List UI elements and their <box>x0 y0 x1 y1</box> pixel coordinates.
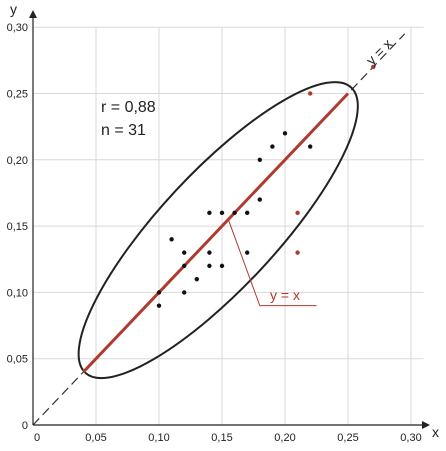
y-tick-label: 0,30 <box>7 22 28 34</box>
x-tick-label: 0,25 <box>337 432 358 444</box>
data-points <box>156 64 376 308</box>
y-tick-label: 0 <box>22 420 28 432</box>
data-point <box>245 250 250 255</box>
data-point <box>207 250 212 255</box>
data-point <box>245 210 250 216</box>
identity-leader-line <box>227 219 317 307</box>
data-point <box>182 250 187 255</box>
data-point <box>219 263 225 269</box>
data-point-outlier <box>308 91 313 96</box>
y-axis-label: y <box>10 1 17 17</box>
data-point <box>207 263 212 269</box>
x-tick-label: 0,15 <box>211 432 232 444</box>
x-axis-label: x <box>432 424 439 440</box>
data-point <box>156 290 162 295</box>
data-point <box>207 210 212 216</box>
x-axis-arrow <box>422 421 430 429</box>
y-axis-arrow <box>29 10 37 18</box>
x-tick-label: 0,20 <box>274 432 295 444</box>
data-point <box>257 157 262 162</box>
data-point <box>156 303 162 308</box>
data-point <box>219 210 225 216</box>
data-point-outlier <box>371 64 376 70</box>
identity-line-label-top: y = x <box>363 36 396 69</box>
data-point <box>182 290 187 295</box>
confidence-ellipse-group <box>77 81 359 380</box>
regression-line-group <box>82 92 350 373</box>
y-tick-label: 0,25 <box>7 89 28 101</box>
y-tick-label: 0,10 <box>7 287 28 299</box>
x-tick-label: 0,05 <box>85 432 106 444</box>
x-tick-label: 0,10 <box>148 432 169 444</box>
y-tick-label: 0,20 <box>7 155 28 167</box>
data-point <box>182 263 187 269</box>
data-point <box>282 131 288 136</box>
data-point-outlier <box>295 210 300 216</box>
data-point <box>194 276 199 282</box>
x-tick-label: 0,30 <box>400 432 421 444</box>
confidence-ellipse <box>77 81 359 380</box>
identity-line-label-red: y = x <box>270 287 300 303</box>
x-tick-label: 0 <box>34 432 40 444</box>
y-tick-label: 0,05 <box>7 354 28 366</box>
regression-line <box>82 92 350 373</box>
grid-lines <box>33 26 424 425</box>
correlation-text: r = 0,88 <box>101 99 156 116</box>
y-tick-label: 0,15 <box>7 221 28 233</box>
sample-size-text: n = 31 <box>101 122 146 139</box>
data-point <box>169 237 174 242</box>
data-point <box>257 197 262 202</box>
data-point <box>232 210 237 216</box>
data-point-outlier <box>295 250 300 255</box>
axes <box>29 10 430 429</box>
data-point <box>270 144 275 149</box>
data-point <box>308 144 313 149</box>
tick-labels: 0 0,05 0,10 0,15 0,20 0,25 0,30 0 0,05 0,10 0,15 0,… <box>7 22 422 444</box>
